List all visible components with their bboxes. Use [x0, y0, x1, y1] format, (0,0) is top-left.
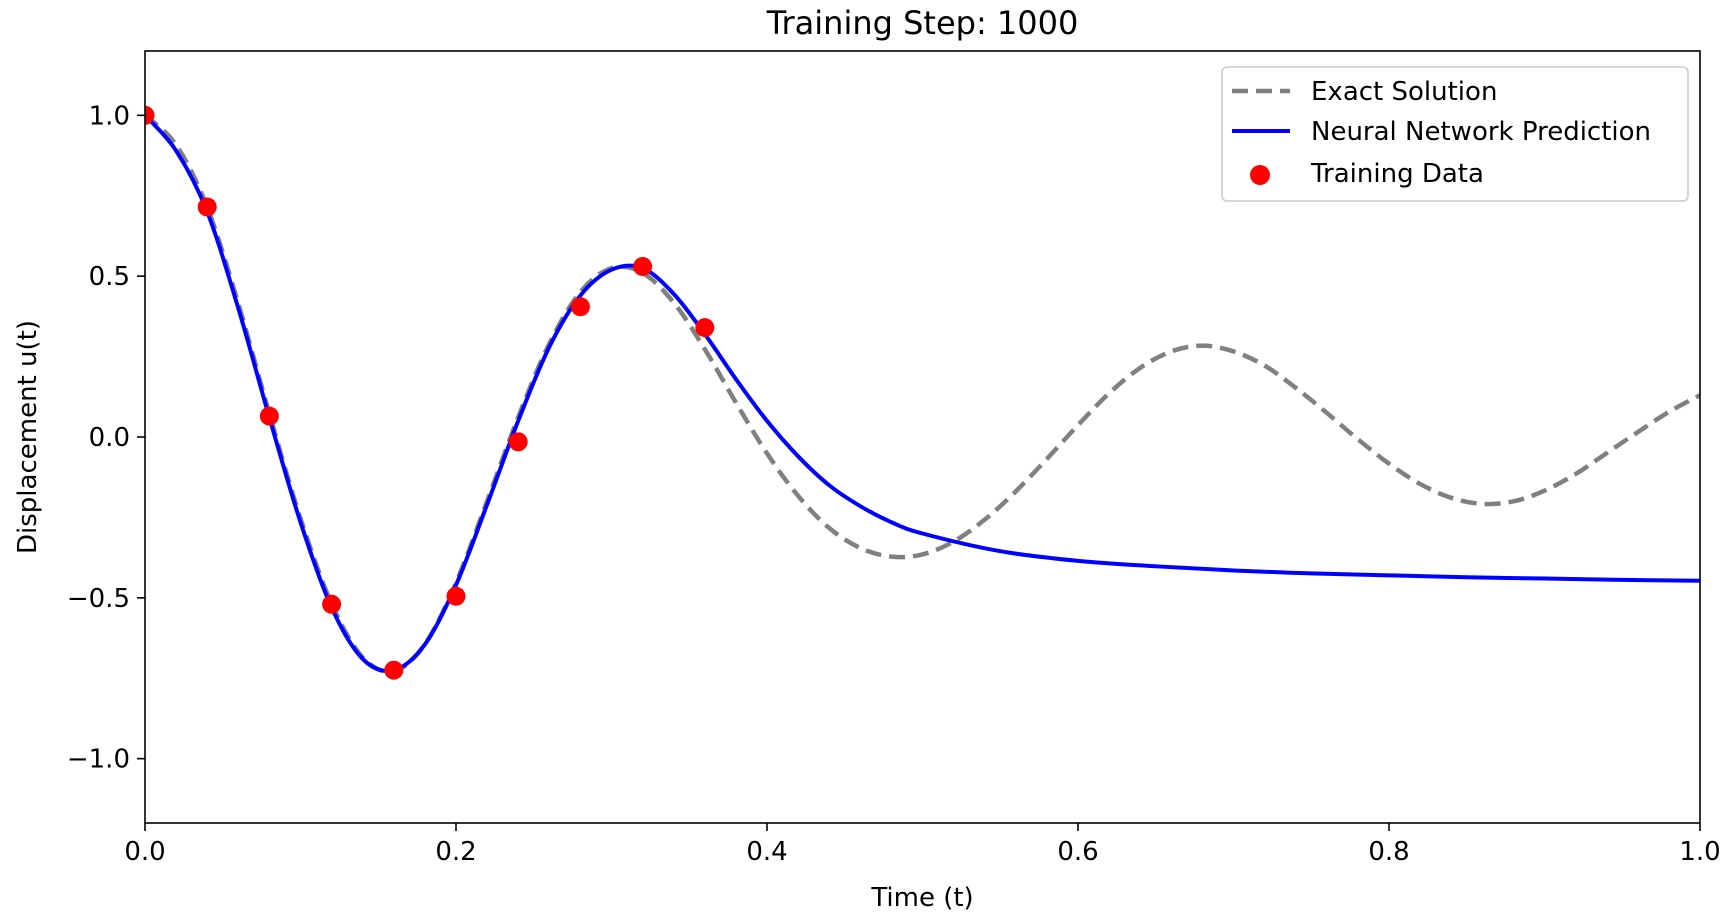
- x-tick-label: 0.8: [1368, 837, 1409, 867]
- x-tick-label: 0.2: [435, 837, 476, 867]
- legend-swatch-training-data: [1250, 165, 1270, 185]
- plot-layer: [145, 105, 1700, 680]
- legend-label-neural-network-prediction: Neural Network Prediction: [1311, 117, 1651, 147]
- training-data-point-4: [384, 660, 404, 680]
- training-data-point-6: [508, 432, 528, 452]
- legend-box: [1221, 66, 1689, 202]
- y-tick-label: 0.5: [89, 262, 130, 292]
- y-tick-label: −0.5: [67, 584, 130, 614]
- training-data-point-9: [695, 318, 715, 338]
- training-data-point-0: [145, 105, 155, 125]
- x-tick-label: 1.0: [1679, 837, 1720, 867]
- tick-layer: 0.0 0.2 0.4 0.6 0.8 1.0 −1.0 −0.5 0.0 0.5 1.0: [67, 101, 1721, 867]
- training-data-point-1: [197, 197, 217, 217]
- legend-label-exact-solution: Exact Solution: [1311, 77, 1497, 107]
- training-data-point-3: [322, 594, 342, 614]
- legend-label-training-data: Training Data: [1310, 159, 1484, 189]
- x-axis-label: Time (t): [870, 883, 973, 913]
- y-tick-label: −1.0: [67, 745, 130, 775]
- y-tick-label: 1.0: [89, 101, 130, 131]
- y-axis-label: Displacement u(t): [13, 320, 43, 554]
- x-tick-label: 0.4: [746, 837, 787, 867]
- legend: Exact Solution Neural Network Prediction T…: [1221, 66, 1689, 202]
- training-data-point-7: [570, 297, 590, 317]
- training-data-point-5: [446, 586, 466, 606]
- training-data-point-2: [259, 406, 279, 426]
- x-tick-label: 0.6: [1057, 837, 1098, 867]
- x-tick-label: 0.0: [124, 837, 165, 867]
- y-tick-label: 0.0: [89, 423, 130, 453]
- chart-title: Training Step: 1000: [766, 4, 1079, 42]
- training-data-point-8: [633, 257, 653, 277]
- neural-network-prediction-line: [145, 113, 1700, 673]
